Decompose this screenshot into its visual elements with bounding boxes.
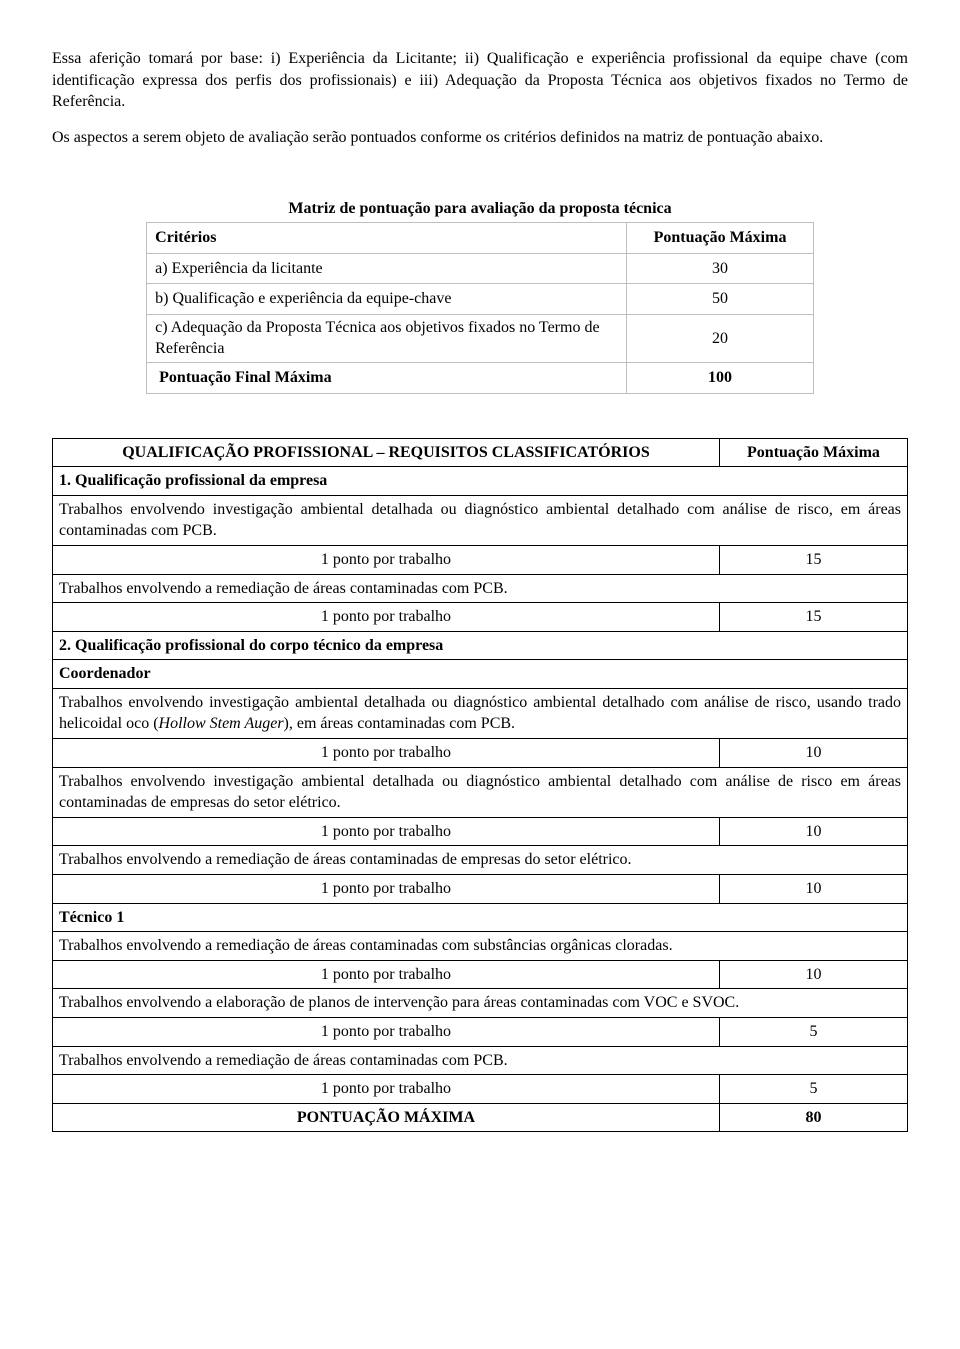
matrix-row-b-label: b) Qualificação e experiência da equipe-…	[147, 284, 627, 315]
qual-total-value: 80	[719, 1103, 907, 1132]
qual-score-2-label: 1 ponto por trabalho	[53, 603, 720, 632]
qual-header-left: QUALIFICAÇÃO PROFISSIONAL – REQUISITOS C…	[53, 438, 720, 467]
qual-score-6-label: 1 ponto por trabalho	[53, 960, 720, 989]
intro-paragraph-2: Os aspectos a serem objeto de avaliação …	[52, 127, 908, 149]
qual-desc-6: Trabalhos envolvendo a remediação de áre…	[53, 932, 908, 961]
qual-section-1: 1. Qualificação profissional da empresa	[53, 467, 908, 496]
qual-coordenador: Coordenador	[53, 660, 908, 689]
matrix-row-a-label: a) Experiência da licitante	[147, 253, 627, 284]
qual-desc-8: Trabalhos envolvendo a remediação de áre…	[53, 1046, 908, 1075]
matrix-row-b-value: 50	[627, 284, 814, 315]
qual-tecnico-1: Técnico 1	[53, 903, 908, 932]
qual-score-4-label: 1 ponto por trabalho	[53, 817, 720, 846]
qual-score-5-label: 1 ponto por trabalho	[53, 875, 720, 904]
qual-desc-4: Trabalhos envolvendo investigação ambien…	[53, 767, 908, 817]
qual-score-5-value: 10	[719, 875, 907, 904]
intro-paragraph-1: Essa aferição tomará por base: i) Experi…	[52, 48, 908, 113]
qual-score-1-value: 15	[719, 545, 907, 574]
qual-desc-1: Trabalhos envolvendo investigação ambien…	[53, 495, 908, 545]
matrix-header-criteria: Critérios	[147, 222, 627, 253]
qual-score-4-value: 10	[719, 817, 907, 846]
qual-score-6-value: 10	[719, 960, 907, 989]
matrix-final-value: 100	[627, 362, 814, 393]
qual-score-8-value: 5	[719, 1075, 907, 1104]
matrix-final-label: Pontuação Final Máxima	[147, 362, 627, 393]
qual-desc-7: Trabalhos envolvendo a elaboração de pla…	[53, 989, 908, 1018]
qual-desc-2: Trabalhos envolvendo a remediação de áre…	[53, 574, 908, 603]
qual-total-label: PONTUAÇÃO MÁXIMA	[53, 1103, 720, 1132]
qual-desc-3: Trabalhos envolvendo investigação ambien…	[53, 688, 908, 738]
matrix-row-c-label: c) Adequação da Proposta Técnica aos obj…	[147, 314, 627, 362]
matrix-header-score: Pontuação Máxima	[627, 222, 814, 253]
qual-score-3-label: 1 ponto por trabalho	[53, 739, 720, 768]
qualification-table: QUALIFICAÇÃO PROFISSIONAL – REQUISITOS C…	[52, 438, 908, 1133]
qual-score-7-label: 1 ponto por trabalho	[53, 1018, 720, 1047]
qual-score-3-value: 10	[719, 739, 907, 768]
qual-score-1-label: 1 ponto por trabalho	[53, 545, 720, 574]
qual-score-7-value: 5	[719, 1018, 907, 1047]
qual-section-2: 2. Qualificação profissional do corpo té…	[53, 631, 908, 660]
matrix-table: Critérios Pontuação Máxima a) Experiênci…	[146, 222, 814, 394]
matrix-title: Matriz de pontuação para avaliação da pr…	[52, 198, 908, 220]
matrix-row-a-value: 30	[627, 253, 814, 284]
qual-score-8-label: 1 ponto por trabalho	[53, 1075, 720, 1104]
qual-desc-5: Trabalhos envolvendo a remediação de áre…	[53, 846, 908, 875]
qual-header-right: Pontuação Máxima	[719, 438, 907, 467]
matrix-row-c-value: 20	[627, 314, 814, 362]
qual-score-2-value: 15	[719, 603, 907, 632]
